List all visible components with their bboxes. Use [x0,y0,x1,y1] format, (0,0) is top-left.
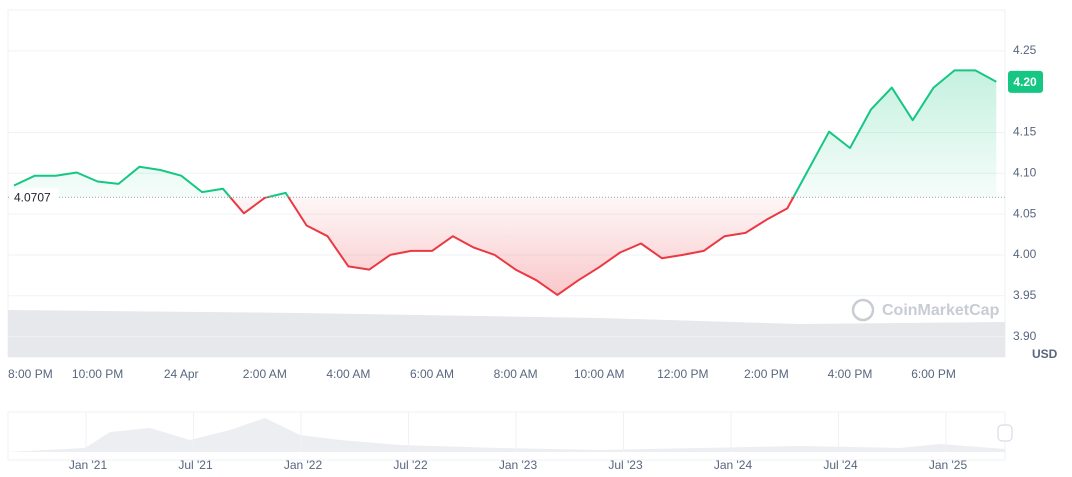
navigator-label: Jul '24 [823,458,858,472]
y-tick-label: 4.15 [1013,125,1037,139]
x-tick-label: 2:00 AM [243,367,287,381]
navigator-label: Jan '23 [499,458,538,472]
navigator-label: Jan '22 [284,458,323,472]
x-tick-label: 8:00 PM [8,367,53,381]
navigator-label: Jan '21 [69,458,108,472]
x-tick-label: 8:00 AM [494,367,538,381]
navigator-handle[interactable] [997,424,1013,442]
x-tick-label: 4:00 PM [828,367,873,381]
y-tick-label: 4.00 [1013,247,1037,261]
x-tick-label: 10:00 AM [574,367,625,381]
y-tick-label: 3.90 [1013,329,1037,343]
last-price-label: 4.20 [1013,75,1037,89]
x-tick-label: 4:00 AM [326,367,370,381]
y-tick-label: 3.95 [1013,288,1037,302]
x-tick-label: 10:00 PM [72,367,123,381]
baseline-tag [9,188,59,207]
x-tick-label: 6:00 PM [911,367,956,381]
unit-label: USD [1032,347,1058,361]
watermark: CoinMarketCap [882,302,1000,319]
navigator-label: Jul '22 [393,458,428,472]
watermark-logo [851,298,875,322]
navigator-label: Jan '25 [929,458,968,472]
last-price-tag [1008,70,1043,93]
y-tick-label: 4.10 [1013,165,1037,179]
navigator-area [8,418,1005,452]
x-tick-label: 2:00 PM [744,367,789,381]
volume-area [8,310,1005,357]
navigator-label: Jul '23 [608,458,643,472]
x-tick-label: 24 Apr [164,367,199,381]
y-tick-label: 4.05 [1013,206,1037,220]
navigator-label: Jul '21 [178,458,213,472]
area [14,70,997,295]
y-tick-label: 4.25 [1013,43,1037,57]
x-tick-label: 6:00 AM [410,367,454,381]
x-tick-label: 12:00 PM [657,367,708,381]
navigator-label: Jan '24 [714,458,753,472]
price-line [13,69,997,296]
baseline-label: 4.0707 [14,190,51,204]
